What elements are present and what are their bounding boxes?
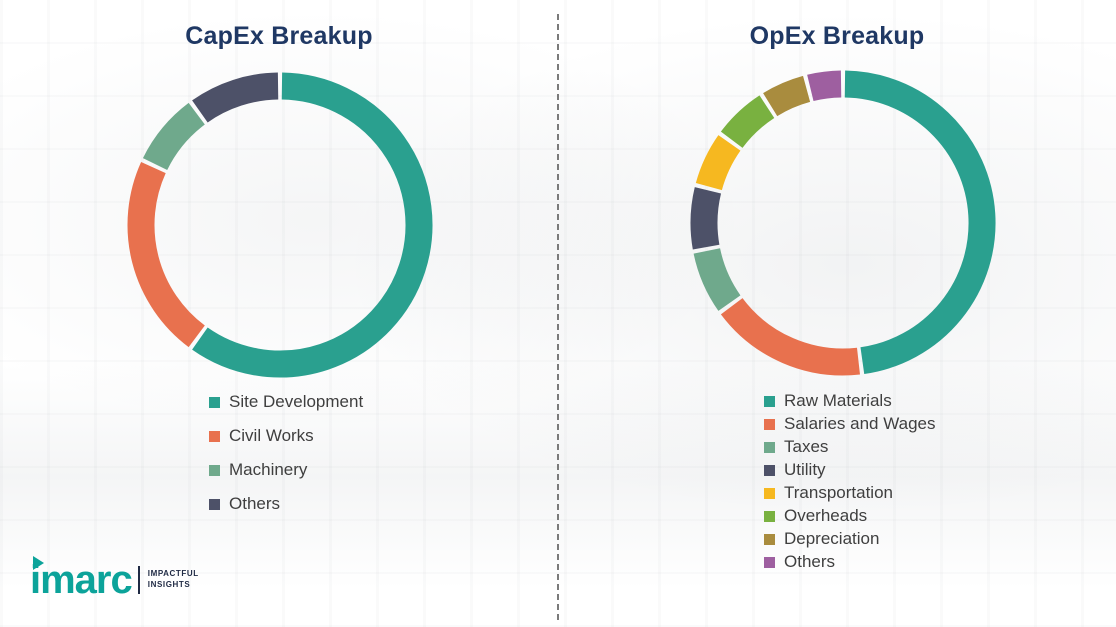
legend-swatch-icon (764, 441, 775, 453)
legend-label: Salaries and Wages (784, 414, 936, 433)
logo-tagline-line1: IMPACTFUL (147, 569, 199, 579)
opex-donut-chart (690, 70, 996, 376)
legend-label: Raw Materials (784, 391, 892, 410)
legend-item-others: Others (764, 552, 936, 572)
legend-item-others: Others (209, 494, 363, 514)
legend-item-taxes: Taxes (764, 437, 936, 457)
legend-swatch-icon (764, 510, 775, 522)
legend-label: Others (229, 494, 281, 513)
capex-chart-title: CapEx Breakup (185, 22, 373, 50)
legend-swatch-icon (764, 556, 775, 568)
legend-label: Depreciation (784, 529, 880, 548)
legend-swatch-icon (764, 533, 775, 545)
dashed-divider (557, 14, 559, 620)
capex-legend: Site Development Civil Works Machinery Othe… (209, 392, 363, 528)
donut-segment-raw-materials (844, 70, 996, 375)
opex-chart-title: OpEx Breakup (749, 22, 925, 50)
logo-tagline-line2: INSIGHTS (147, 580, 191, 589)
opex-legend: Raw Materials Salaries and Wages Taxes Util… (764, 391, 936, 575)
legend-item-transportation: Transportation (764, 483, 936, 503)
legend-label: Site Development (229, 392, 364, 411)
legend-label: Taxes (784, 437, 829, 456)
imarc-logo: imarc IMPACTFUL INSIGHTS (30, 556, 199, 602)
donut-segment-site-development (192, 72, 433, 378)
legend-item-civil-works: Civil Works (209, 426, 363, 446)
legend-label: Transportation (784, 483, 893, 502)
donut-segment-transportation (695, 135, 741, 191)
logo-wordmark: imarc (30, 558, 133, 602)
legend-swatch-icon (209, 498, 220, 510)
legend-item-utility: Utility (764, 460, 936, 480)
logo-tagline: IMPACTFUL INSIGHTS (148, 569, 199, 591)
logo-divider (137, 566, 140, 594)
legend-label: Machinery (229, 460, 308, 479)
donut-segment-civil-works (127, 162, 206, 348)
logo-flag-icon (33, 556, 44, 570)
opex-panel: OpEx Breakup Raw Materials Salaries and W… (558, 0, 1116, 627)
legend-swatch-icon (764, 395, 775, 407)
legend-item-machinery: Machinery (209, 460, 363, 480)
donut-segment-salaries-and-wages (720, 297, 860, 376)
donut-segment-others (192, 72, 279, 123)
donut-segment-overheads (720, 95, 775, 149)
legend-item-overheads: Overheads (764, 506, 936, 526)
legend-item-raw-materials: Raw Materials (764, 391, 936, 411)
legend-label: Civil Works (229, 426, 314, 445)
donut-segment-utility (690, 187, 722, 250)
donut-segment-taxes (693, 247, 741, 311)
capex-donut-chart (127, 72, 433, 378)
legend-swatch-icon (209, 396, 220, 408)
donut-segment-others (807, 70, 842, 102)
donut-segment-machinery (142, 102, 206, 171)
legend-swatch-icon (764, 418, 775, 430)
legend-label: Others (784, 552, 836, 571)
legend-swatch-icon (209, 430, 220, 442)
legend-item-salaries-and-wages: Salaries and Wages (764, 414, 936, 434)
legend-swatch-icon (209, 464, 220, 476)
legend-swatch-icon (764, 464, 775, 476)
legend-label: Utility (784, 460, 826, 479)
legend-label: Overheads (784, 506, 868, 525)
legend-item-depreciation: Depreciation (764, 529, 936, 549)
legend-swatch-icon (764, 487, 775, 499)
capex-panel: CapEx Breakup Site Development Civil Work… (127, 22, 433, 528)
legend-item-site-development: Site Development (209, 392, 363, 412)
donut-segment-depreciation (763, 75, 811, 117)
